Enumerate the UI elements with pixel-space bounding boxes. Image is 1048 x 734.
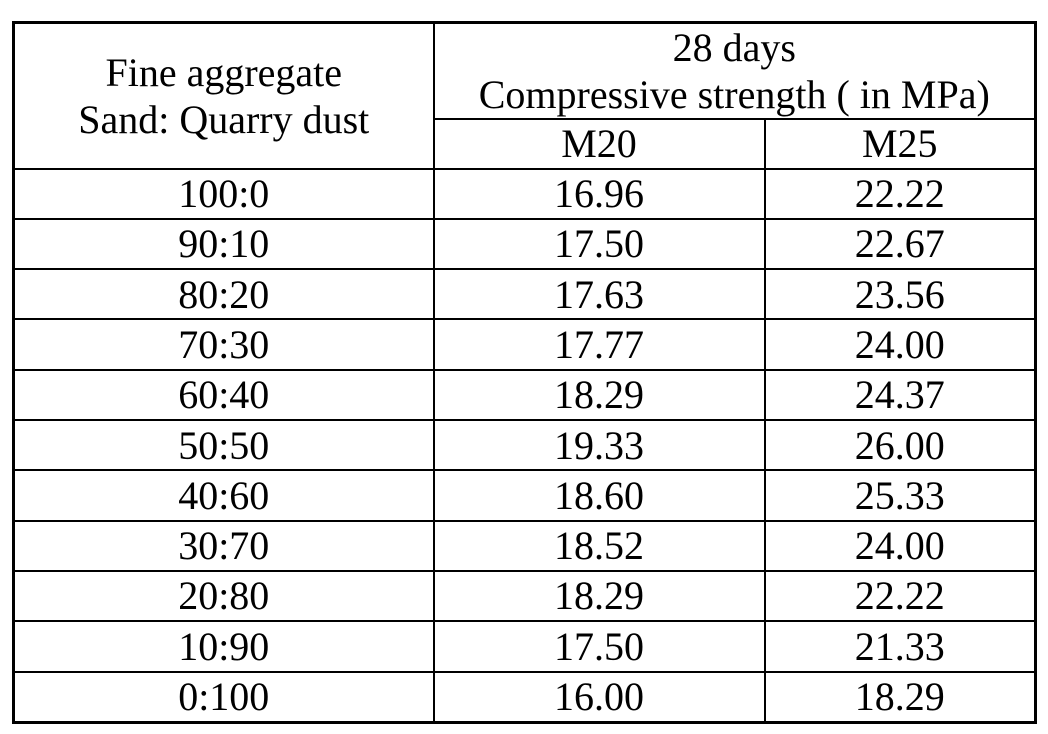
m20-value-cell: 16.96 (432, 167, 766, 220)
table-row: 0:100 16.00 18.29 (12, 670, 1037, 724)
header-28days-line1: 28 days (672, 25, 796, 70)
m20-value-cell: 17.50 (432, 620, 766, 673)
header-row: Fine aggregate Sand: Quarry dust 28 days… (12, 21, 1037, 170)
m25-value-cell: 22.22 (763, 569, 1037, 623)
ratio-cell: 20:80 (12, 569, 435, 623)
column-header-m20: M20 (432, 118, 766, 170)
m20-value-cell: 18.29 (432, 569, 766, 623)
table-row: 100:0 16.96 22.22 (12, 167, 1037, 220)
table-row: 90:10 17.50 22.67 (12, 217, 1037, 271)
header-fine-aggregate-line2: Sand: Quarry dust (78, 96, 370, 142)
ratio-cell: 60:40 (12, 368, 435, 422)
m25-value-cell: 18.29 (763, 670, 1037, 724)
m20-value-cell: 18.52 (432, 519, 766, 572)
ratio-cell: 30:70 (12, 519, 435, 572)
m25-value-cell: 24.00 (763, 318, 1037, 371)
column-header-m25: M25 (763, 118, 1037, 170)
ratio-cell: 40:60 (12, 469, 435, 522)
ratio-cell: 70:30 (12, 318, 435, 371)
table-row: 40:60 18.60 25.33 (12, 469, 1037, 522)
table-row: 30:70 18.52 24.00 (12, 519, 1037, 572)
ratio-cell: 0:100 (12, 670, 435, 724)
header-cell-28days-strength: 28 days Compressive strength ( in MPa) (432, 21, 1037, 121)
m25-value-cell: 24.00 (763, 519, 1037, 572)
m25-value-cell: 25.33 (763, 469, 1037, 522)
table-row: 20:80 18.29 22.22 (12, 569, 1037, 623)
m25-value-cell: 22.67 (763, 217, 1037, 271)
compressive-strength-table: Fine aggregate Sand: Quarry dust 28 days… (12, 21, 1037, 724)
m25-value-cell: 21.33 (763, 620, 1037, 673)
table-row: 70:30 17.77 24.00 (12, 318, 1037, 371)
table-row: 10:90 17.50 21.33 (12, 620, 1037, 673)
table-row: 60:40 18.29 24.37 (12, 368, 1037, 422)
ratio-cell: 10:90 (12, 620, 435, 673)
m25-value-cell: 23.56 (763, 268, 1037, 321)
m20-value-cell: 17.77 (432, 318, 766, 371)
m25-value-cell: 22.22 (763, 167, 1037, 220)
m20-value-cell: 18.29 (432, 368, 766, 422)
m25-value-cell: 24.37 (763, 368, 1037, 422)
table-row: 50:50 19.33 26.00 (12, 419, 1037, 472)
m20-value-cell: 17.50 (432, 217, 766, 271)
header-cell-fine-aggregate: Fine aggregate Sand: Quarry dust (12, 21, 435, 170)
table-row: 80:20 17.63 23.56 (12, 268, 1037, 321)
ratio-cell: 100:0 (12, 167, 435, 220)
m20-value-cell: 16.00 (432, 670, 766, 724)
m20-value-cell: 17.63 (432, 268, 766, 321)
header-28days-line2: Compressive strength ( in MPa) (478, 72, 990, 118)
ratio-cell: 90:10 (12, 217, 435, 271)
ratio-cell: 50:50 (12, 419, 435, 472)
m20-value-cell: 19.33 (432, 419, 766, 472)
m25-value-cell: 26.00 (763, 419, 1037, 472)
header-fine-aggregate-line1: Fine aggregate (105, 49, 343, 95)
ratio-cell: 80:20 (12, 268, 435, 321)
m20-value-cell: 18.60 (432, 469, 766, 522)
subheader-row: M20 M25 (14, 118, 1037, 170)
